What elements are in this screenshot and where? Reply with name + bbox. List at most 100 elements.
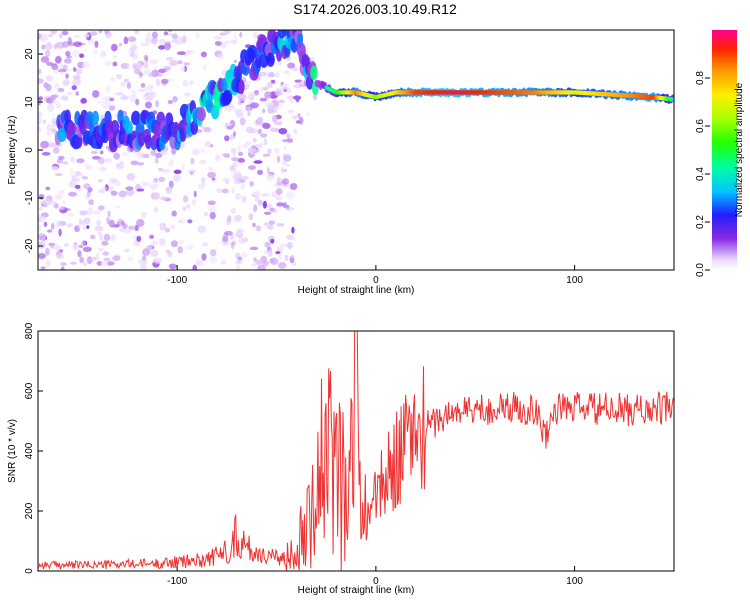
spectrogram-noise-cell xyxy=(144,153,149,158)
spectrogram-noise-cell xyxy=(62,79,70,86)
spectrogram-noise-cell xyxy=(224,105,228,111)
spectrogram-noise-cell xyxy=(208,206,217,214)
spectrogram-noise-cell xyxy=(204,140,212,148)
spectrogram-noise-cell xyxy=(48,34,53,37)
spectrogram-noise-cell xyxy=(167,99,173,105)
spectrogram-noise-cell xyxy=(90,256,98,261)
spectrogram-noise-cell xyxy=(203,65,207,70)
spectrogram-noise-cell xyxy=(108,105,116,111)
spectrogram-noise-cell xyxy=(289,183,298,190)
spectrogram-noise-cell xyxy=(80,239,86,247)
spectrogram-noise-cell xyxy=(231,187,236,195)
spectrogram-noise-cell xyxy=(274,121,283,126)
spectrogram-noise-cell xyxy=(278,253,283,261)
spectrogram-noise-cell xyxy=(112,113,116,121)
spectrogram-noise-cell xyxy=(38,117,43,125)
spectrogram-noise-cell xyxy=(79,210,88,216)
spectrogram-noise-cell xyxy=(149,234,155,239)
spectrogram-noise-cell xyxy=(110,234,116,241)
spectrogram-noise-cell xyxy=(138,259,146,265)
spectrogram-noise-cell xyxy=(115,181,121,187)
spectrogram-noise-cell xyxy=(290,254,295,259)
spectrogram-x-label: Height of straight line (km) xyxy=(298,285,415,296)
spectrogram-noise-cell xyxy=(237,152,244,156)
spectrogram-noise-cell xyxy=(58,228,62,237)
spectrogram-noise-cell xyxy=(72,75,81,80)
spectrogram-noise-cell xyxy=(63,242,70,248)
spectrogram-noise-cell xyxy=(126,189,135,197)
spectrogram-noise-cell xyxy=(39,200,46,204)
spectrogram-noise-cell xyxy=(136,188,145,192)
spectrogram-noise-cell xyxy=(115,91,125,96)
spectrogram-noise-cell xyxy=(290,114,298,120)
spectrogram-noise-cell xyxy=(87,207,93,215)
colorbar-tick-label: 0.6 xyxy=(695,119,706,133)
spectrogram-noise-cell xyxy=(263,211,272,215)
spectrogram-noise-cell xyxy=(50,166,59,171)
spectrogram-noise-cell xyxy=(267,104,274,112)
spectrogram-noise-cell xyxy=(57,155,65,160)
spectrogram-noise-cell xyxy=(71,175,77,182)
spectrogram-noise-cell xyxy=(278,261,287,269)
spectrogram-noise-cell xyxy=(42,199,51,207)
spectrogram-noise-cell xyxy=(38,224,42,231)
spectrogram-noise-cell xyxy=(73,41,82,47)
spectrogram-noise-cell xyxy=(82,225,86,231)
spectrogram-noise-cell xyxy=(273,103,279,107)
spectrogram-noise-cell xyxy=(197,182,206,190)
spectrogram-noise-cell xyxy=(82,262,88,266)
spectrogram-noise-cell xyxy=(56,41,65,49)
spectrogram-noise-cell xyxy=(249,127,258,134)
spectrogram-noise-cell xyxy=(99,234,103,241)
spectrogram-noise-cell xyxy=(64,58,72,64)
spectrogram-noise-cell xyxy=(188,169,196,174)
spectrogram-noise-cell xyxy=(165,249,170,254)
spectrogram-noise-cell xyxy=(295,96,300,103)
spectrogram-noise-cell xyxy=(43,82,49,89)
spectrogram-ridge-cell xyxy=(124,120,133,135)
spectrogram-noise-cell xyxy=(104,158,113,163)
spectrogram-noise-cell xyxy=(281,182,290,188)
spectrogram-noise-cell xyxy=(155,78,161,87)
spectrogram-noise-cell xyxy=(233,59,238,63)
spectrogram-noise-cell xyxy=(172,174,181,182)
spectrogram-noise-cell xyxy=(107,261,115,266)
spectrogram-noise-cell xyxy=(275,251,281,255)
spectrogram-noise-cell xyxy=(257,128,262,135)
spectrogram-noise-cell xyxy=(118,190,127,198)
spectrogram-noise-cell xyxy=(225,40,231,45)
spectrogram-noise-cell xyxy=(150,241,157,246)
spectrogram-ridge-core xyxy=(671,97,674,102)
spectrogram-noise-cell xyxy=(168,160,174,167)
spectrogram-noise-cell xyxy=(47,229,53,233)
spectrogram-noise-cell xyxy=(58,220,67,226)
spectrogram-noise-cell xyxy=(140,83,146,88)
spectrogram-noise-cell xyxy=(86,225,90,229)
spectrogram-noise-cell xyxy=(92,48,98,56)
spectrogram-noise-cell xyxy=(183,62,190,66)
spectrogram-noise-cell xyxy=(48,200,57,205)
spectrogram-noise-cell xyxy=(258,71,268,77)
spectrogram-noise-cell xyxy=(240,183,245,190)
spectrogram-noise-cell xyxy=(133,68,142,75)
spectrogram-noise-cell xyxy=(77,250,82,258)
spectrogram-ridge-cell xyxy=(266,52,275,67)
spectrogram-noise-cell xyxy=(88,199,94,206)
spectrogram-noise-cell xyxy=(129,43,138,52)
spectrogram-noise-cell xyxy=(286,95,296,100)
spectrogram-noise-cell xyxy=(123,78,130,83)
spectrogram-noise-cell xyxy=(72,67,77,72)
spectrogram-noise-cell xyxy=(286,138,294,143)
spectrogram-ridge-cell xyxy=(196,107,206,122)
spectrogram-noise-cell xyxy=(81,176,89,180)
spectrogram-noise-cell xyxy=(253,204,258,212)
spectrogram-noise-cell xyxy=(112,255,121,261)
spectrogram-noise-cell xyxy=(158,45,166,50)
spectrogram-noise-cell xyxy=(66,68,72,72)
spectrogram-noise-cell xyxy=(90,150,98,155)
spectrogram-noise-cell xyxy=(181,162,185,170)
spectrogram-noise-cell xyxy=(71,49,81,58)
spectrogram-noise-cell xyxy=(211,177,216,181)
spectrogram-noise-cell xyxy=(286,234,294,240)
spectrogram-noise-cell xyxy=(155,100,159,108)
